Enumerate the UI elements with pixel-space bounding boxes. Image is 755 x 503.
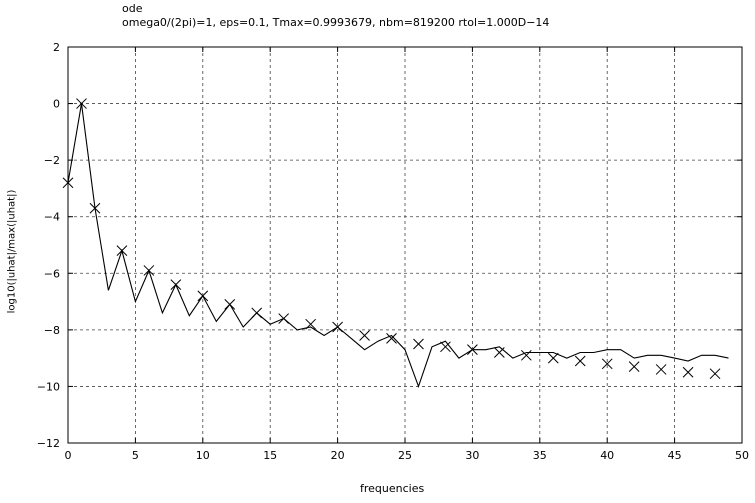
x-tick-label: 0 <box>65 449 72 462</box>
data-point-marker <box>494 347 505 358</box>
data-point-marker <box>89 202 101 214</box>
x-tick-label: 15 <box>263 449 277 462</box>
x-tick-label: 30 <box>465 449 479 462</box>
data-point-marker <box>197 290 209 302</box>
y-tick-label: −8 <box>44 324 60 337</box>
y-tick-label: 2 <box>53 41 60 54</box>
x-tick-label: 40 <box>600 449 614 462</box>
data-series <box>62 98 729 389</box>
data-point-marker <box>332 321 343 333</box>
data-point-marker <box>116 245 128 257</box>
data-point-marker <box>76 98 87 109</box>
data-point-marker <box>628 361 640 372</box>
data-point-marker <box>547 352 559 364</box>
x-axis-label: frequencies <box>360 482 425 495</box>
data-point-marker <box>655 364 667 375</box>
data-point-marker <box>574 355 586 367</box>
chart-title: ode <box>122 2 143 15</box>
data-point-marker <box>386 332 397 344</box>
data-point-marker <box>682 366 694 378</box>
data-point-marker <box>601 358 613 370</box>
data-point-marker <box>305 318 316 330</box>
series-line <box>67 103 729 389</box>
y-tick-label: −4 <box>44 211 60 224</box>
data-point-marker <box>413 338 424 350</box>
data-point-marker <box>359 330 370 341</box>
x-tick-label: 20 <box>331 449 345 462</box>
x-tick-label: 50 <box>735 449 749 462</box>
y-tick-label: 0 <box>53 98 60 111</box>
x-tick-label: 5 <box>132 449 139 462</box>
grid-lines <box>68 47 742 443</box>
data-point-marker <box>709 368 721 380</box>
data-point-marker <box>520 349 532 361</box>
data-point-marker <box>251 307 263 319</box>
y-tick-label: −12 <box>37 437 60 450</box>
data-point-marker <box>62 177 74 189</box>
data-point-marker <box>278 313 290 324</box>
y-tick-label: −2 <box>44 154 60 167</box>
x-tick-label: 45 <box>668 449 682 462</box>
data-point-marker <box>224 299 236 310</box>
x-tick-label: 25 <box>398 449 412 462</box>
y-tick-label: −10 <box>37 380 60 393</box>
x-tick-label: 10 <box>196 449 210 462</box>
data-point-marker <box>170 279 182 290</box>
data-point-marker <box>440 341 451 353</box>
chart-subtitle: omega0/(2pi)=1, eps=0.1, Tmax=0.9993679,… <box>122 16 550 29</box>
data-point-marker <box>143 265 155 276</box>
y-tick-label: −6 <box>44 267 60 280</box>
data-point-marker <box>467 344 478 356</box>
x-tick-label: 35 <box>533 449 547 462</box>
